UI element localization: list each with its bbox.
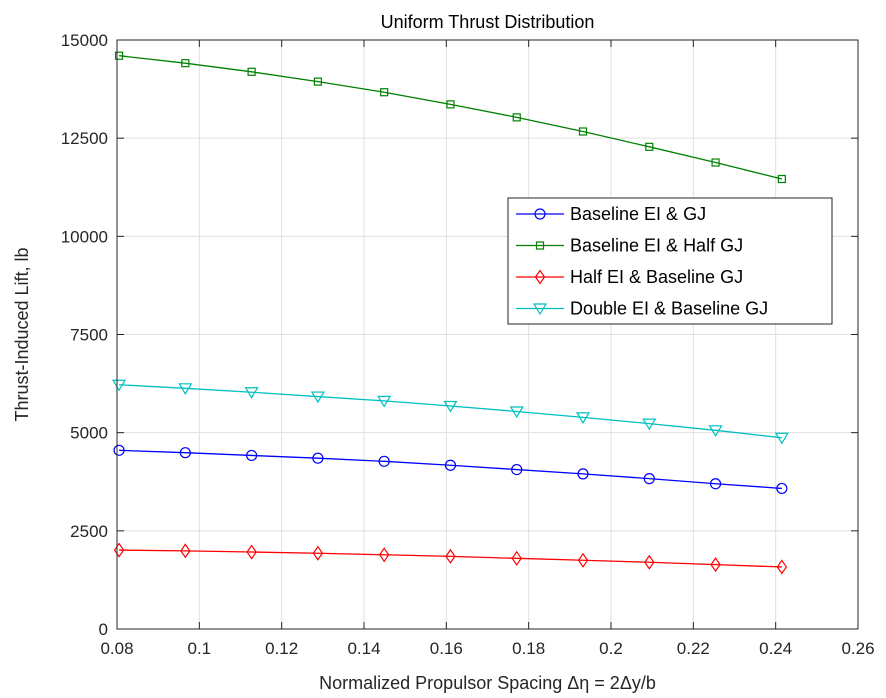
data-point <box>312 452 324 464</box>
data-point <box>446 100 455 109</box>
series-line <box>119 384 782 439</box>
x-tick-label: 0.24 <box>759 639 792 658</box>
x-tick-label: 0.26 <box>841 639 874 658</box>
data-point <box>511 550 522 566</box>
legend-marker <box>535 241 545 250</box>
data-point <box>711 158 720 167</box>
y-tick-label: 5000 <box>70 424 108 443</box>
legend-label: Half EI & Baseline GJ <box>570 267 743 287</box>
y-tick-label: 10000 <box>61 227 108 246</box>
legend-item: Double EI & Baseline GJ <box>516 299 768 319</box>
data-point <box>310 391 325 404</box>
data-point <box>776 559 788 575</box>
data-point <box>577 468 589 480</box>
data-point <box>313 77 322 86</box>
data-point <box>577 552 589 568</box>
data-point <box>244 387 259 399</box>
data-point <box>776 482 788 495</box>
data-point <box>114 51 124 60</box>
data-point <box>181 59 190 68</box>
data-point <box>509 406 524 419</box>
x-axis-label: Normalized Propulsor Spacing Δη = 2Δy/b <box>319 673 656 693</box>
data-point <box>378 547 390 563</box>
series-layer <box>111 51 789 575</box>
series-0 <box>113 444 788 495</box>
data-point <box>575 412 591 425</box>
legend: Baseline EI & GJ Baseline EI & Half GJ Hal… <box>507 197 833 325</box>
legend-item: Half EI & Baseline GJ <box>516 267 743 287</box>
ticks: 0.08 0.1 0.12 0.14 0.16 0.18 0.2 0.22 0.24 0.26 0 2… <box>61 31 875 658</box>
data-point <box>312 545 324 561</box>
legend-label: Baseline EI & GJ <box>570 204 706 224</box>
chart-title: Uniform Thrust Distribution <box>381 12 595 32</box>
data-point <box>578 127 588 136</box>
x-tick-label: 0.18 <box>512 639 545 658</box>
y-tick-label: 0 <box>99 620 108 639</box>
data-point <box>111 379 127 392</box>
legend-marker <box>532 303 548 316</box>
series-1 <box>114 51 786 184</box>
x-tick-label: 0.14 <box>347 639 380 658</box>
legend-item: Baseline EI & GJ <box>516 204 706 224</box>
data-point <box>511 463 523 476</box>
legend-label: Baseline EI & Half GJ <box>570 236 743 256</box>
data-point <box>113 542 125 558</box>
x-tick-label: 0.08 <box>100 639 133 658</box>
legend-marker <box>534 269 546 285</box>
series-line <box>119 549 782 568</box>
data-point <box>443 400 458 413</box>
y-tick-label: 2500 <box>70 522 108 541</box>
data-point <box>645 142 654 151</box>
legend-marker <box>534 208 546 220</box>
data-point <box>708 425 723 437</box>
data-point <box>709 478 722 490</box>
data-point <box>246 544 257 560</box>
y-tick-label: 12500 <box>61 129 108 148</box>
data-point <box>247 67 256 76</box>
data-point <box>445 548 456 564</box>
data-point <box>378 455 390 467</box>
data-point <box>642 418 657 431</box>
series-3 <box>111 379 789 445</box>
data-point <box>178 383 193 395</box>
data-point <box>444 459 457 471</box>
data-point <box>512 113 521 122</box>
x-tick-label: 0.12 <box>265 639 298 658</box>
data-point <box>180 543 191 559</box>
data-point <box>644 554 655 570</box>
data-point <box>710 557 721 573</box>
data-point <box>246 449 258 462</box>
legend-item: Baseline EI & Half GJ <box>516 236 743 256</box>
data-point <box>380 88 389 97</box>
x-tick-label: 0.1 <box>188 639 212 658</box>
legend-label: Double EI & Baseline GJ <box>570 299 768 319</box>
data-point <box>113 444 125 456</box>
x-tick-label: 0.2 <box>599 639 623 658</box>
series-line <box>119 449 782 490</box>
y-axis-label: Thrust-Induced Lift, lb <box>12 247 32 421</box>
data-point <box>777 174 786 184</box>
y-tick-label: 15000 <box>61 31 108 50</box>
x-tick-label: 0.22 <box>677 639 710 658</box>
series-line <box>118 55 782 180</box>
data-point <box>774 432 789 445</box>
y-tick-label: 7500 <box>70 326 108 345</box>
legend-box <box>507 197 833 325</box>
x-tick-label: 0.16 <box>430 639 463 658</box>
series-2 <box>113 542 788 575</box>
data-point <box>643 473 655 485</box>
data-point <box>179 447 191 459</box>
data-point <box>377 395 392 408</box>
